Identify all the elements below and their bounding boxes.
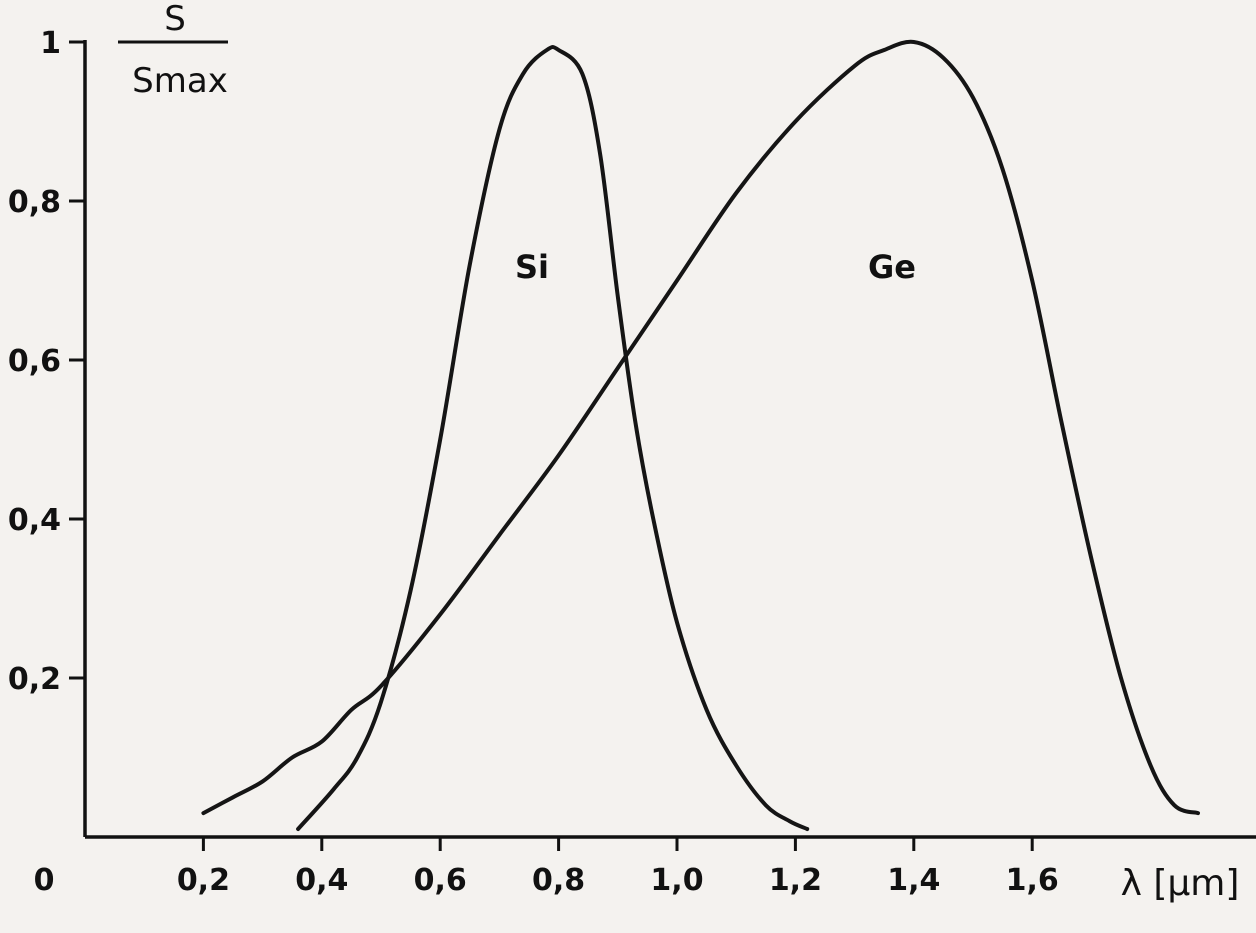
x-axis-label: λ [μm] [1121,863,1240,904]
x-tick-label: 0,2 [177,863,230,898]
x-tick-label: 0,8 [532,863,585,898]
y-tick-label: 1 [40,26,61,61]
axes [83,40,1256,839]
ticks: 0,2 0,4 0,6 0,8 1,0 1,2 1,4 1,6 0,2 0,4 0,6 0,8 1 [8,26,1059,898]
origin-label: 0 [34,863,55,898]
series-label-si: Si [515,248,549,286]
series-line-si [296,45,810,831]
series-label-ge: Ge [868,248,916,286]
curves [201,39,1200,831]
x-tick-label: 1,4 [887,863,940,898]
series-line-ge [201,39,1200,816]
x-tick-label: 1,2 [769,863,822,898]
x-tick-label: 1,0 [650,863,703,898]
y-tick-label: 0,2 [8,662,61,697]
y-tick-label: 0,6 [8,344,61,379]
y-label-numerator: S [164,0,186,39]
x-tick-label: 0,6 [414,863,467,898]
x-tick-label: 1,6 [1006,863,1059,898]
y-label-denominator: Smax [132,61,228,101]
y-axis-label: S Smax [118,0,228,101]
y-tick-label: 0,4 [8,503,61,538]
x-tick-label: 0,4 [295,863,348,898]
y-tick-label: 0,8 [8,185,61,220]
